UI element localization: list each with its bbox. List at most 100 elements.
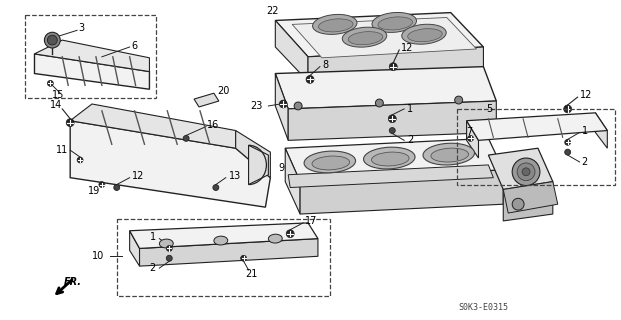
Text: 3: 3 <box>78 23 84 33</box>
Polygon shape <box>288 165 493 188</box>
Polygon shape <box>70 121 270 207</box>
Circle shape <box>166 245 172 252</box>
Ellipse shape <box>348 32 383 45</box>
Polygon shape <box>466 121 479 158</box>
Text: 9: 9 <box>278 163 284 173</box>
Bar <box>456 109 615 185</box>
Text: S0K3-E0315: S0K3-E0315 <box>459 303 509 312</box>
Text: 12: 12 <box>579 90 592 100</box>
Text: 12: 12 <box>132 171 144 181</box>
Circle shape <box>389 63 397 71</box>
Polygon shape <box>275 20 308 81</box>
Polygon shape <box>248 145 268 185</box>
Polygon shape <box>292 18 476 58</box>
Text: 1: 1 <box>581 125 587 136</box>
Circle shape <box>512 158 540 186</box>
Ellipse shape <box>372 12 417 32</box>
Ellipse shape <box>214 236 228 245</box>
Circle shape <box>240 255 247 261</box>
Text: FR.: FR. <box>64 277 82 287</box>
Circle shape <box>294 102 302 110</box>
Circle shape <box>564 105 572 113</box>
Text: 13: 13 <box>229 171 241 181</box>
Ellipse shape <box>312 156 350 170</box>
Ellipse shape <box>371 152 409 166</box>
Ellipse shape <box>363 147 415 169</box>
Ellipse shape <box>402 24 446 44</box>
Circle shape <box>306 76 314 83</box>
Polygon shape <box>285 148 300 214</box>
Polygon shape <box>130 231 140 266</box>
Circle shape <box>522 168 530 176</box>
Circle shape <box>45 32 60 48</box>
Ellipse shape <box>431 148 469 162</box>
Text: 11: 11 <box>57 145 68 155</box>
Polygon shape <box>466 113 607 140</box>
Circle shape <box>66 119 74 127</box>
Circle shape <box>564 140 571 145</box>
Polygon shape <box>130 223 318 248</box>
Ellipse shape <box>319 19 353 32</box>
Ellipse shape <box>423 143 474 165</box>
Polygon shape <box>275 67 496 109</box>
Circle shape <box>279 100 287 108</box>
Circle shape <box>77 157 83 163</box>
Text: 1: 1 <box>150 232 156 242</box>
Circle shape <box>99 182 105 188</box>
Polygon shape <box>503 182 553 221</box>
Text: 2: 2 <box>581 157 588 167</box>
Circle shape <box>468 135 474 141</box>
Text: 21: 21 <box>245 269 258 279</box>
Circle shape <box>389 128 395 133</box>
Circle shape <box>183 135 189 141</box>
Circle shape <box>517 163 535 180</box>
Ellipse shape <box>312 14 357 34</box>
Text: 15: 15 <box>52 90 65 100</box>
Text: 1: 1 <box>407 104 413 114</box>
Polygon shape <box>35 54 150 89</box>
Polygon shape <box>140 239 318 266</box>
Circle shape <box>286 230 294 238</box>
Text: 12: 12 <box>401 43 414 53</box>
Ellipse shape <box>407 29 442 42</box>
Polygon shape <box>70 104 236 148</box>
Bar <box>117 219 330 296</box>
Ellipse shape <box>160 239 173 248</box>
Polygon shape <box>308 47 483 81</box>
Text: 10: 10 <box>92 251 104 261</box>
Circle shape <box>455 96 463 104</box>
Circle shape <box>213 185 219 190</box>
Bar <box>25 15 156 98</box>
Text: 14: 14 <box>50 100 63 110</box>
Ellipse shape <box>268 234 283 243</box>
Text: 20: 20 <box>217 86 229 96</box>
Text: 16: 16 <box>207 120 219 130</box>
Polygon shape <box>285 138 503 182</box>
Polygon shape <box>194 93 219 107</box>
Polygon shape <box>488 148 553 189</box>
Text: 8: 8 <box>322 60 328 70</box>
Text: 22: 22 <box>266 6 279 16</box>
Circle shape <box>47 80 53 86</box>
Text: 23: 23 <box>250 101 263 111</box>
Polygon shape <box>35 40 150 72</box>
Circle shape <box>564 149 571 155</box>
Ellipse shape <box>342 27 387 47</box>
Text: 5: 5 <box>486 104 492 114</box>
Circle shape <box>512 198 524 210</box>
Text: 6: 6 <box>132 41 138 51</box>
Polygon shape <box>503 182 558 213</box>
Text: 17: 17 <box>305 216 317 226</box>
Text: 19: 19 <box>88 187 100 196</box>
Circle shape <box>114 185 120 190</box>
Ellipse shape <box>378 17 412 30</box>
Polygon shape <box>275 12 483 57</box>
Text: 2: 2 <box>407 135 414 145</box>
Circle shape <box>376 99 383 107</box>
Polygon shape <box>288 101 496 140</box>
Polygon shape <box>596 113 607 148</box>
Text: 7: 7 <box>466 127 473 138</box>
Polygon shape <box>275 74 288 140</box>
Circle shape <box>47 35 57 45</box>
Polygon shape <box>300 170 503 214</box>
